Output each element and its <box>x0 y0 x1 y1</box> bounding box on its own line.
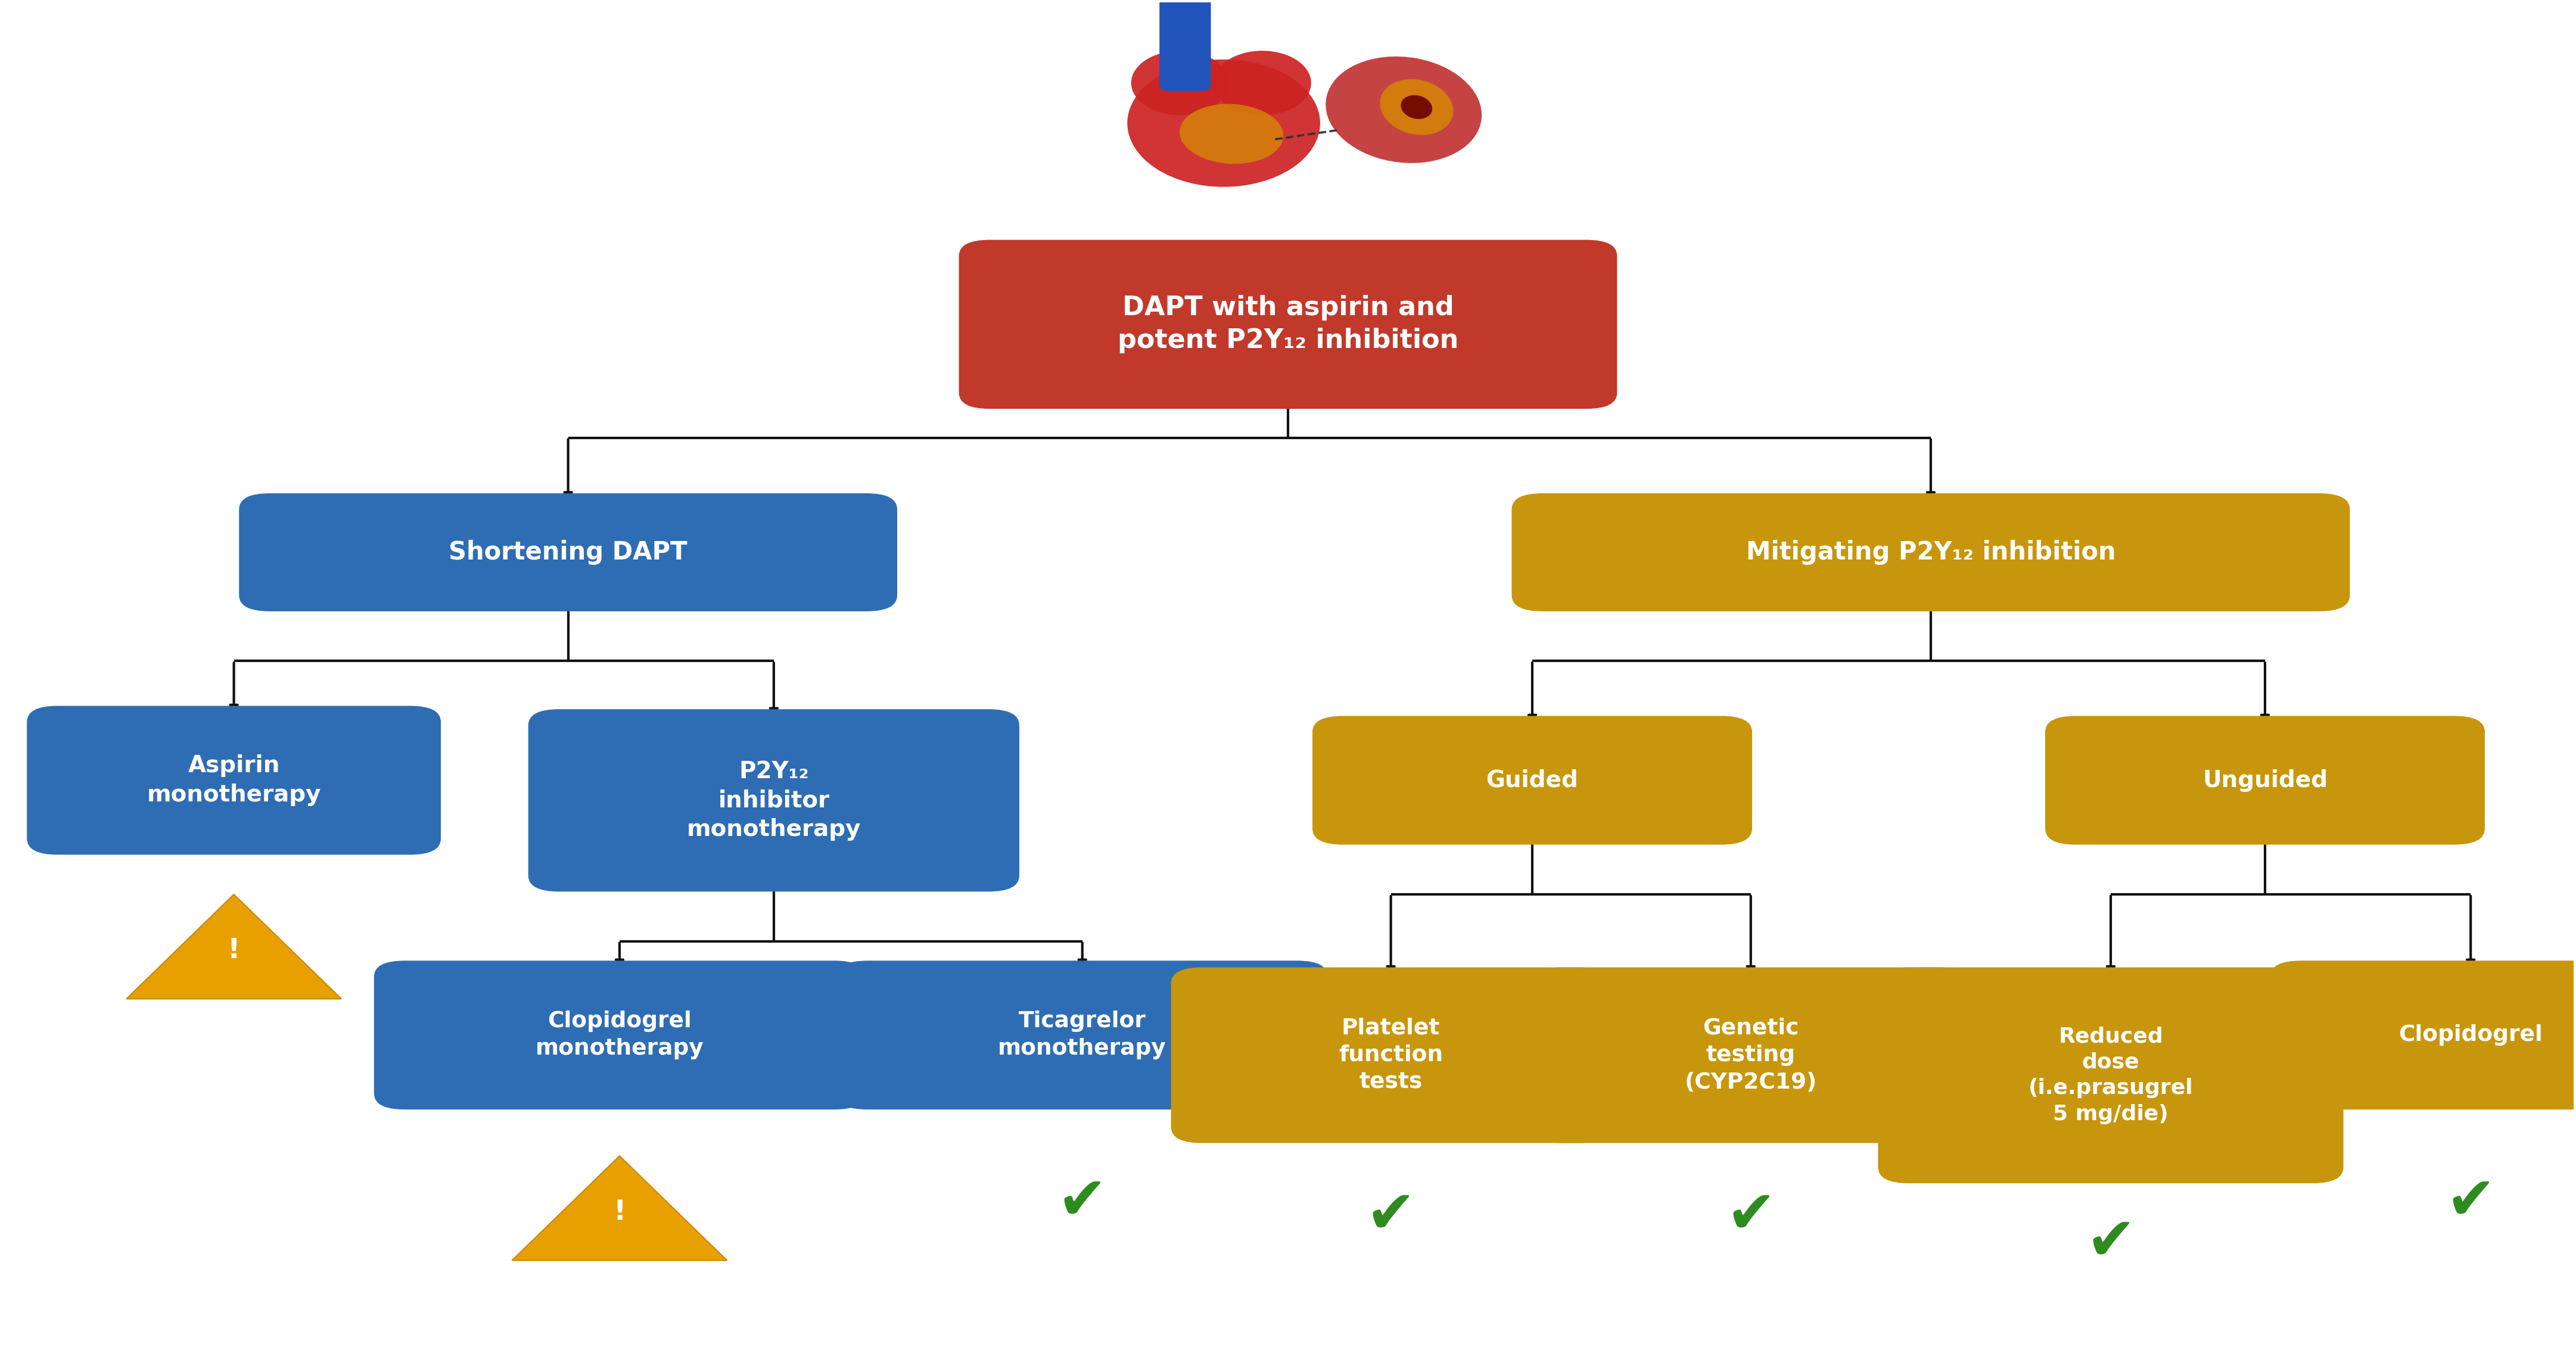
Ellipse shape <box>1327 57 1481 163</box>
Text: Unguided: Unguided <box>2202 769 2329 791</box>
Text: ✔: ✔ <box>2445 1174 2496 1232</box>
FancyBboxPatch shape <box>1530 968 1971 1143</box>
Text: Mitigating P2Y₁₂ inhibition: Mitigating P2Y₁₂ inhibition <box>1747 540 2115 565</box>
FancyBboxPatch shape <box>1512 493 2349 611</box>
FancyBboxPatch shape <box>958 240 1618 409</box>
Text: ✔: ✔ <box>1365 1187 1417 1245</box>
Ellipse shape <box>1131 51 1229 116</box>
FancyBboxPatch shape <box>374 961 866 1109</box>
Text: DAPT with aspirin and
potent P2Y₁₂ inhibition: DAPT with aspirin and potent P2Y₁₂ inhib… <box>1118 295 1458 354</box>
Text: ✔: ✔ <box>1056 1174 1108 1232</box>
Text: Genetic
testing
(CYP2C19): Genetic testing (CYP2C19) <box>1685 1018 1816 1093</box>
Text: Clopidogrel: Clopidogrel <box>2398 1024 2543 1046</box>
FancyBboxPatch shape <box>26 705 440 855</box>
Ellipse shape <box>1381 79 1453 135</box>
Text: Guided: Guided <box>1486 769 1579 791</box>
FancyBboxPatch shape <box>1311 716 1752 845</box>
Text: Shortening DAPT: Shortening DAPT <box>448 540 688 565</box>
Text: Platelet
function
tests: Platelet function tests <box>1340 1018 1443 1093</box>
Text: Clopidogrel
monotherapy: Clopidogrel monotherapy <box>536 1011 703 1059</box>
FancyBboxPatch shape <box>837 961 1327 1109</box>
FancyBboxPatch shape <box>1172 968 1610 1143</box>
FancyBboxPatch shape <box>1159 0 1211 92</box>
Polygon shape <box>126 894 343 999</box>
FancyBboxPatch shape <box>2269 961 2576 1109</box>
FancyBboxPatch shape <box>240 493 896 611</box>
FancyBboxPatch shape <box>2045 716 2486 845</box>
Text: !: ! <box>227 937 240 964</box>
Text: Ticagrelor
monotherapy: Ticagrelor monotherapy <box>997 1011 1167 1059</box>
Polygon shape <box>513 1156 726 1260</box>
FancyBboxPatch shape <box>528 709 1020 891</box>
Ellipse shape <box>1128 59 1319 187</box>
Text: Reduced
dose
(i.e.prasugrel
5 mg/die): Reduced dose (i.e.prasugrel 5 mg/die) <box>2027 1027 2192 1124</box>
Ellipse shape <box>1401 96 1432 118</box>
Ellipse shape <box>1213 51 1311 116</box>
Text: ✔: ✔ <box>1726 1187 1775 1245</box>
Text: ✔: ✔ <box>2087 1214 2136 1272</box>
Text: P2Y₁₂
inhibitor
monotherapy: P2Y₁₂ inhibitor monotherapy <box>688 760 860 841</box>
Text: Aspirin
monotherapy: Aspirin monotherapy <box>147 755 322 806</box>
FancyBboxPatch shape <box>1878 968 2344 1183</box>
Text: !: ! <box>613 1198 626 1225</box>
Ellipse shape <box>1180 104 1283 164</box>
